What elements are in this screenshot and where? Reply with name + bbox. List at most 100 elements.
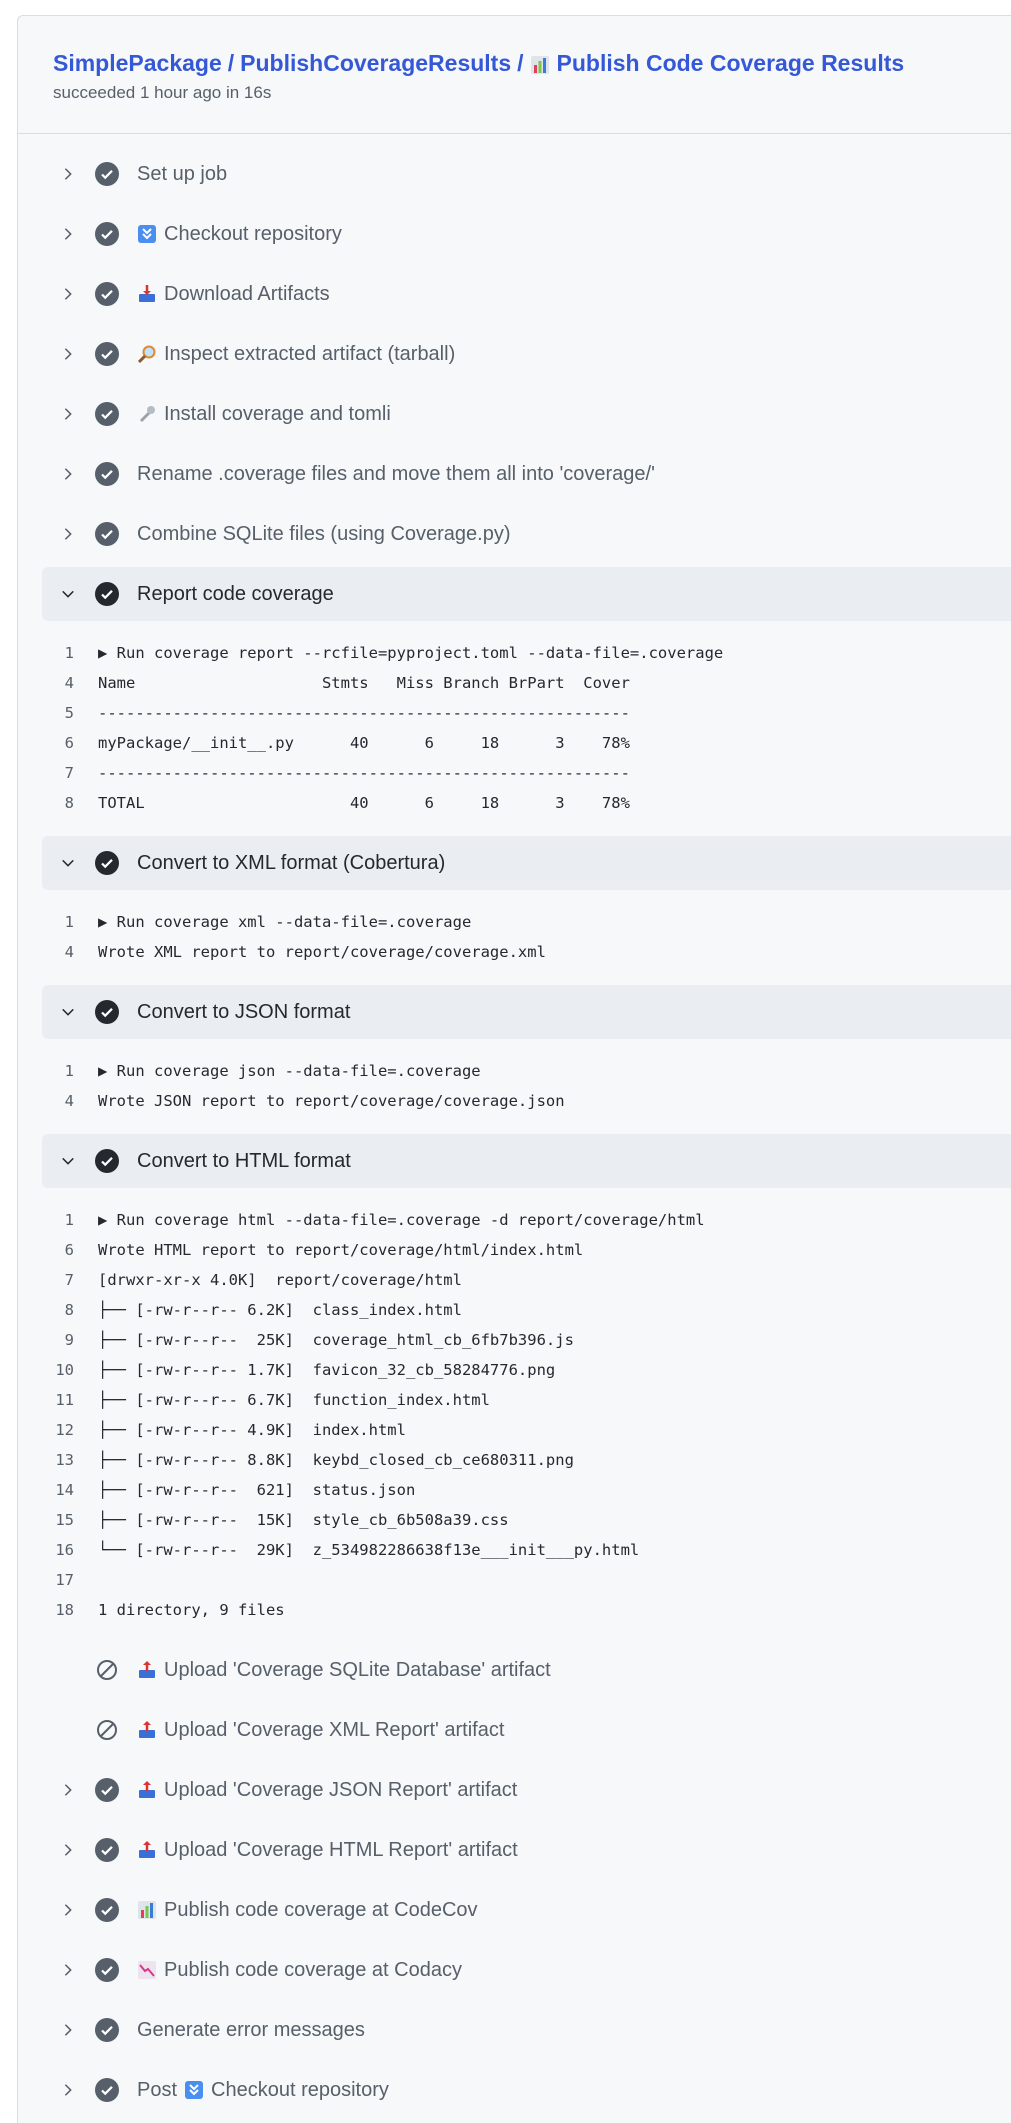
step-row[interactable]: Convert to HTML format — [18, 1131, 1011, 1191]
chevron-right-icon[interactable] — [58, 1780, 78, 1800]
chevron-down-icon[interactable] — [58, 853, 78, 873]
step-prefix: Post — [137, 2078, 178, 2101]
line-number[interactable]: 10 — [55, 1361, 74, 1379]
line-number[interactable]: 11 — [55, 1391, 74, 1409]
page-title: SimplePackage / PublishCoverageResults /… — [53, 50, 1011, 77]
line-number[interactable]: 6 — [64, 1241, 74, 1259]
step-label: Set up job — [137, 163, 227, 186]
log-text: ├── [-rw-r--r-- 4.9K] index.html — [98, 1421, 406, 1439]
step-row[interactable]: Checkout repository — [18, 204, 1011, 264]
chevron-right-icon[interactable] — [58, 284, 78, 304]
step-row[interactable]: Download Artifacts — [18, 264, 1011, 324]
log-line[interactable]: 1 ▶ Run coverage html --data-file=.covera… — [18, 1205, 1011, 1235]
line-number[interactable]: 7 — [64, 764, 74, 782]
check-circle-icon — [95, 342, 119, 366]
chevron-down-icon[interactable] — [58, 1002, 78, 1022]
log-line: 7 ---------------------------------------… — [18, 758, 1011, 788]
line-number[interactable]: 4 — [64, 1092, 74, 1110]
chevron-down-icon[interactable] — [58, 584, 78, 604]
log-text: TOTAL 40 6 18 3 78% — [98, 794, 630, 812]
chevron-right-icon[interactable] — [58, 1960, 78, 1980]
step-row[interactable]: Generate error messages — [18, 2000, 1011, 2060]
step-log: 1 ▶ Run coverage xml --data-file=.coverag… — [18, 893, 1011, 982]
chevron-right-icon[interactable] — [58, 2020, 78, 2040]
line-number[interactable]: 17 — [55, 1571, 74, 1589]
step-title: Upload 'Coverage HTML Report' artifact — [164, 1838, 518, 1861]
line-number[interactable]: 15 — [55, 1511, 74, 1529]
line-number[interactable]: 1 — [64, 1062, 74, 1080]
log-text: 1 directory, 9 files — [98, 1601, 285, 1619]
step-row[interactable]: Rename .coverage files and move them all… — [18, 444, 1011, 504]
log-line: 10 ├── [-rw-r--r-- 1.7K] favicon_32_cb_58… — [18, 1355, 1011, 1385]
chevron-right-icon[interactable] — [58, 224, 78, 244]
line-number[interactable]: 14 — [55, 1481, 74, 1499]
chevron-right-icon[interactable] — [58, 1900, 78, 1920]
breadcrumb-run[interactable]: PublishCoverageResults — [240, 50, 512, 76]
step-title: Report code coverage — [137, 582, 334, 605]
log-line[interactable]: 1 ▶ Run coverage report --rcfile=pyprojec… — [18, 638, 1011, 668]
log-line: 12 ├── [-rw-r--r-- 4.9K] index.html — [18, 1415, 1011, 1445]
line-number[interactable]: 1 — [64, 913, 74, 931]
chevron-down-icon[interactable] — [58, 1151, 78, 1171]
log-text: ├── [-rw-r--r-- 6.2K] class_index.html — [98, 1301, 462, 1319]
check-circle-icon — [95, 1838, 119, 1862]
line-number[interactable]: 8 — [64, 794, 74, 812]
line-number[interactable]: 4 — [64, 943, 74, 961]
step-row[interactable]: Report code coverage — [18, 564, 1011, 624]
step-title: Convert to JSON format — [137, 1000, 351, 1023]
chevron-right-icon[interactable] — [58, 464, 78, 484]
line-number[interactable]: 8 — [64, 1301, 74, 1319]
step-row[interactable]: Upload 'Coverage JSON Report' artifact — [18, 1760, 1011, 1820]
job-panel: SimplePackage / PublishCoverageResults /… — [17, 15, 1011, 2123]
step-label: Install coverage and tomli — [137, 403, 391, 426]
chevron-right-icon[interactable] — [58, 344, 78, 364]
log-text: myPackage/__init__.py 40 6 18 3 78% — [98, 734, 630, 752]
log-line: 11 ├── [-rw-r--r-- 6.7K] function_index.h… — [18, 1385, 1011, 1415]
step-row[interactable]: Post Checkout repository — [18, 2060, 1011, 2120]
line-number[interactable]: 7 — [64, 1271, 74, 1289]
chevron-right-icon[interactable] — [58, 1840, 78, 1860]
line-number[interactable]: 1 — [64, 1211, 74, 1229]
line-number[interactable]: 13 — [55, 1451, 74, 1469]
log-line: 4 Name Stmts Miss Branch BrPart Cover — [18, 668, 1011, 698]
line-number[interactable]: 16 — [55, 1541, 74, 1559]
log-text: ├── [-rw-r--r-- 25K] coverage_html_cb_6f… — [98, 1331, 574, 1349]
step-row[interactable]: Combine SQLite files (using Coverage.py) — [18, 504, 1011, 564]
line-number[interactable]: 6 — [64, 734, 74, 752]
line-number[interactable]: 18 — [55, 1601, 74, 1619]
chevron-right-icon[interactable] — [58, 404, 78, 424]
step-row: Upload 'Coverage SQLite Database' artifa… — [18, 1640, 1011, 1700]
log-text: ├── [-rw-r--r-- 6.7K] function_index.htm… — [98, 1391, 490, 1409]
step-row[interactable]: Upload 'Coverage HTML Report' artifact — [18, 1820, 1011, 1880]
log-line[interactable]: 1 ▶ Run coverage json --data-file=.covera… — [18, 1056, 1011, 1086]
check-circle-icon — [95, 1898, 119, 1922]
step-row[interactable]: Inspect extracted artifact (tarball) — [18, 324, 1011, 384]
step-row[interactable]: Convert to JSON format — [18, 982, 1011, 1042]
log-line: 14 ├── [-rw-r--r-- 621] status.json — [18, 1475, 1011, 1505]
check-circle-icon — [95, 282, 119, 306]
line-number[interactable]: 12 — [55, 1421, 74, 1439]
log-line: 15 ├── [-rw-r--r-- 15K] style_cb_6b508a39… — [18, 1505, 1011, 1535]
step-title: Rename .coverage files and move them all… — [137, 462, 655, 485]
log-line[interactable]: 1 ▶ Run coverage xml --data-file=.coverag… — [18, 907, 1011, 937]
breadcrumb-workflow[interactable]: SimplePackage — [53, 50, 222, 76]
chevron-right-icon[interactable] — [58, 524, 78, 544]
step-row[interactable]: Set up job — [18, 144, 1011, 204]
check-circle-icon — [95, 162, 119, 186]
log-line: 5 ---------------------------------------… — [18, 698, 1011, 728]
chevron-right-icon[interactable] — [58, 164, 78, 184]
line-number[interactable]: 4 — [64, 674, 74, 692]
step-row-background — [42, 1134, 1011, 1188]
step-row[interactable]: Convert to XML format (Cobertura) — [18, 833, 1011, 893]
line-number[interactable]: 9 — [64, 1331, 74, 1349]
line-number[interactable]: 5 — [64, 704, 74, 722]
step-row[interactable]: Publish code coverage at Codacy — [18, 1940, 1011, 2000]
chevron-right-icon[interactable] — [58, 2080, 78, 2100]
step-label: Rename .coverage files and move them all… — [137, 463, 655, 486]
log-text: └── [-rw-r--r-- 29K] z_534982286638f13e_… — [98, 1541, 640, 1559]
step-row[interactable]: Install coverage and tomli — [18, 384, 1011, 444]
step-row[interactable]: Publish code coverage at CodeCov — [18, 1880, 1011, 1940]
line-number[interactable]: 1 — [64, 644, 74, 662]
step-label: Upload 'Coverage SQLite Database' artifa… — [137, 1659, 551, 1682]
log-line: 18 1 directory, 9 files — [18, 1595, 1011, 1625]
